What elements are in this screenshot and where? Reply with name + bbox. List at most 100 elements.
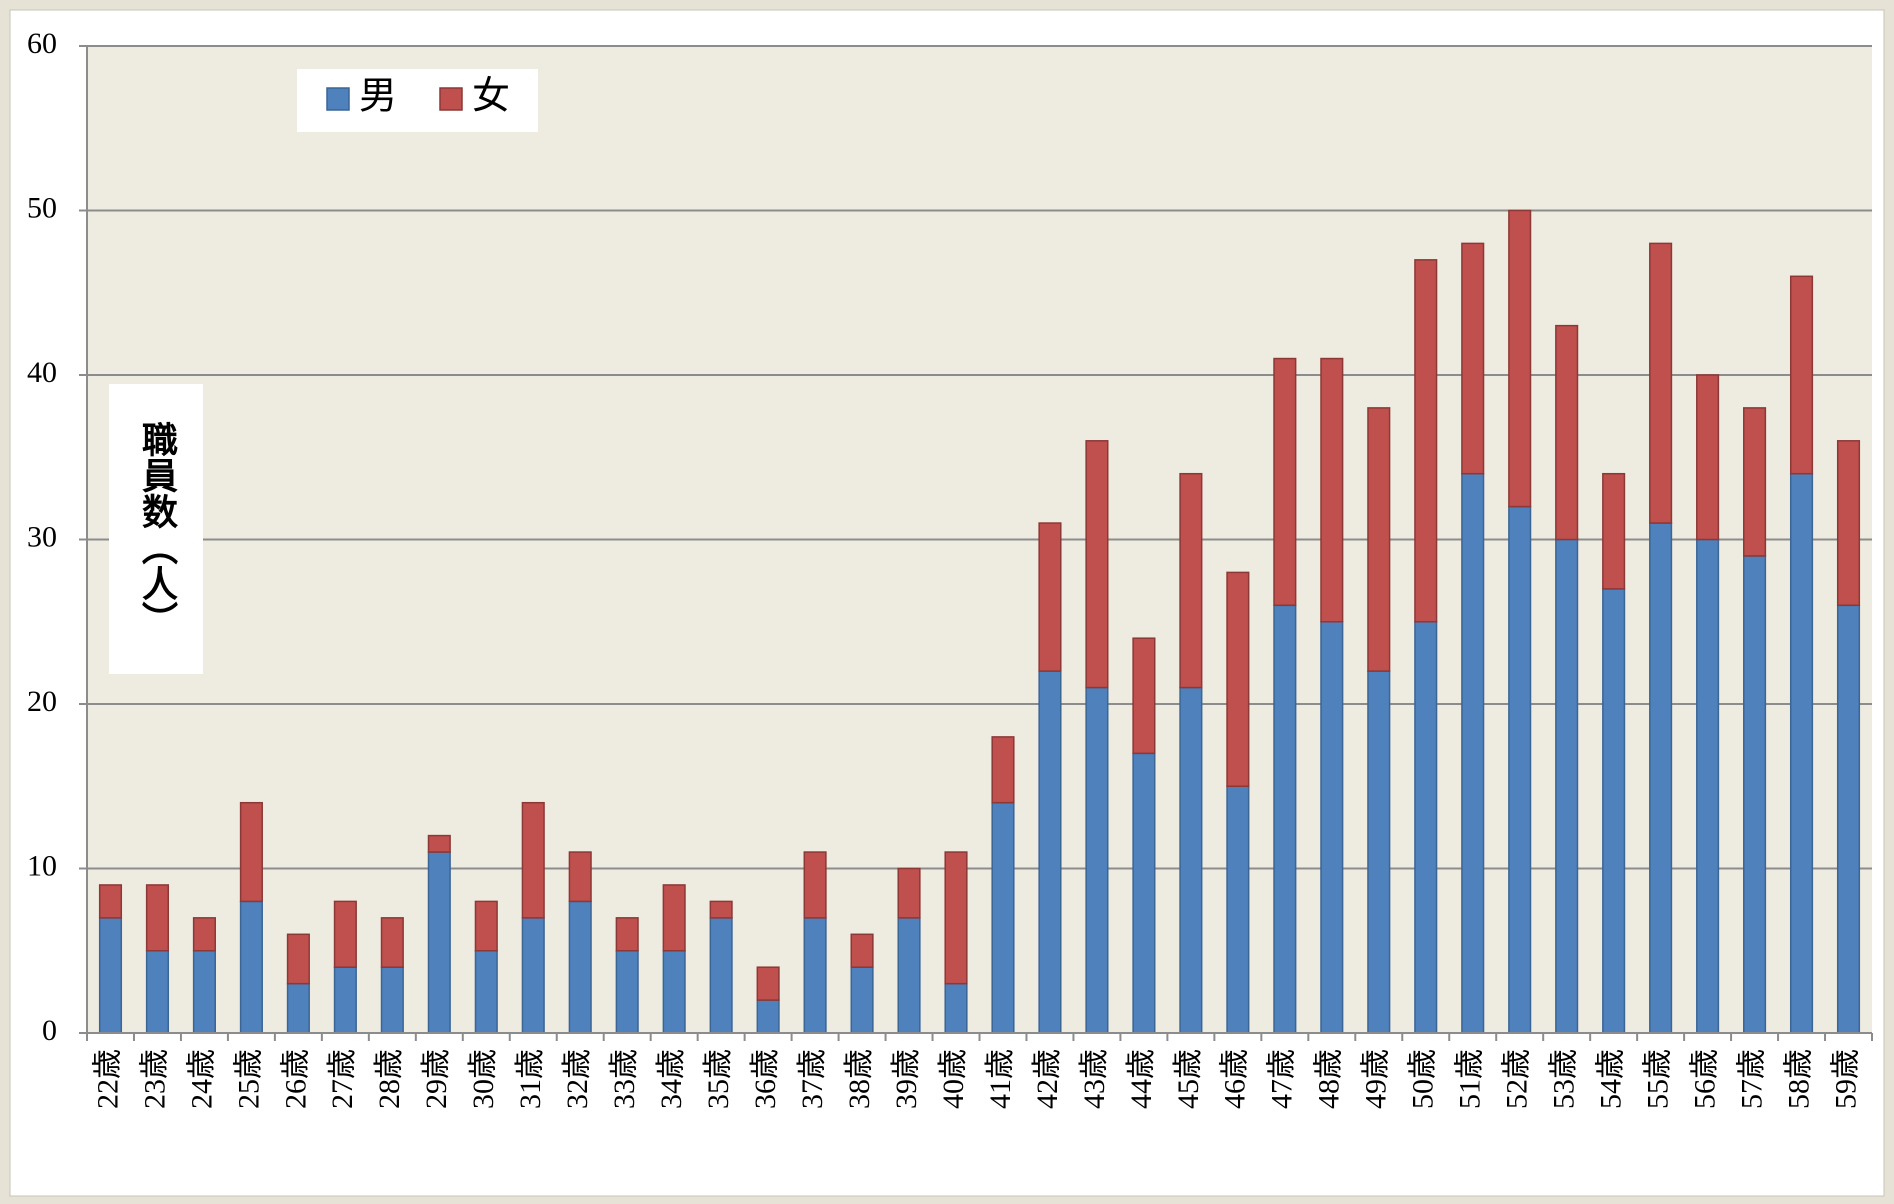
bar-segment [145,950,170,1034]
bar-segment [1132,637,1156,755]
bar-segment [1836,604,1861,1034]
bar-segment [1038,522,1062,672]
y-tick-label: 30 [27,520,57,553]
bar-segment [145,884,170,952]
bar-segment [1649,242,1673,524]
bar-segment [1508,209,1532,508]
x-tick-label: 26歳 [279,1049,312,1109]
bar-segment [380,966,404,1034]
x-tick-label: 45歳 [1172,1049,1205,1109]
bar-segment [803,917,827,1034]
bar-segment [991,801,1015,1034]
x-tick-label: 49歳 [1360,1049,1393,1109]
x-tick-label: 40歳 [937,1049,970,1109]
bar-segment [897,917,921,1034]
bar-segment [709,917,733,1034]
y-tick-label: 60 [27,27,57,60]
bar-segment [1696,538,1720,1034]
bar-segment [1273,604,1297,1034]
x-tick-label: 22歳 [91,1049,124,1109]
bar-segment [1555,324,1579,541]
bar-segment [568,900,592,1034]
x-tick-label: 33歳 [608,1049,641,1109]
bar-segment [944,982,968,1034]
bar-segment [286,982,310,1034]
bar-segment [1085,686,1109,1034]
bar-segment [756,966,780,1001]
x-tick-label: 38歳 [843,1049,876,1109]
x-tick-label: 42歳 [1031,1049,1064,1109]
bar-segment [1461,242,1485,475]
bar-segment [756,999,780,1034]
bar-segment [1273,357,1297,607]
bar-segment [897,867,921,919]
legend-label: 男 [359,76,397,118]
x-tick-label: 25歳 [232,1049,265,1109]
x-tick-label: 35歳 [702,1049,735,1109]
y-tick-label: 10 [27,849,57,882]
bar-segment [1555,538,1579,1034]
bar-segment [427,851,451,1034]
bar-segment [380,917,404,968]
bar-segment [803,851,827,919]
bar-segment [1179,686,1203,1034]
bar-segment [192,917,216,952]
bar-segment [1367,670,1391,1034]
bar-segment [1414,259,1438,623]
bar-segment [709,900,733,919]
x-tick-label: 54歳 [1595,1049,1628,1109]
y-tick-label: 40 [27,356,57,389]
x-tick-label: 50歳 [1407,1049,1440,1109]
bar-segment [944,851,968,985]
bar-segment [1743,407,1767,557]
bar-segment [615,917,639,952]
y-tick-label: 20 [27,685,57,718]
bar-segment [1789,472,1814,1034]
bar-segment [333,900,357,968]
bar-segment [98,884,123,919]
bar-segment [1367,407,1391,672]
bar-segment [474,900,498,952]
x-tick-label: 58歳 [1782,1049,1815,1109]
y-tick-label: 50 [27,191,57,224]
bar-segment [1414,621,1438,1034]
x-tick-label: 57歳 [1735,1049,1768,1109]
bar-segment [239,801,263,903]
bar-segment [239,900,263,1034]
legend-swatch [439,87,463,111]
bar-segment [1085,440,1109,689]
x-tick-label: 47歳 [1266,1049,1299,1109]
bar-segment [1508,505,1532,1034]
x-tick-label: 53歳 [1548,1049,1581,1109]
bar-segment [333,966,357,1034]
bar-segment [98,917,123,1034]
bar-segment [662,884,686,952]
legend-label: 女 [472,76,510,118]
x-tick-label: 51歳 [1454,1049,1487,1109]
x-tick-label: 24歳 [185,1049,218,1109]
bar-segment [1743,555,1767,1034]
x-tick-label: 36歳 [749,1049,782,1109]
x-tick-label: 41歳 [984,1049,1017,1109]
x-tick-label: 28歳 [373,1049,406,1109]
bar-segment [1602,472,1626,590]
x-tick-label: 55歳 [1642,1049,1675,1109]
bar-segment [427,834,451,853]
bar-segment [1226,571,1250,788]
bar-segment [1649,522,1673,1034]
y-axis-label-box: 職員数（人） [109,384,203,674]
x-tick-label: 37歳 [796,1049,829,1109]
bar-segment [521,917,545,1034]
bar-segment [991,736,1015,804]
legend-swatch [326,87,350,111]
x-tick-label: 32歳 [561,1049,594,1109]
x-tick-label: 46歳 [1219,1049,1252,1109]
x-tick-label: 44歳 [1125,1049,1158,1109]
x-tick-label: 39歳 [890,1049,923,1109]
x-tick-label: 23歳 [138,1049,171,1109]
x-tick-label: 52歳 [1501,1049,1534,1109]
bar-segment [1226,785,1250,1034]
bar-segment [1789,275,1814,475]
bar-segment [1461,472,1485,1034]
